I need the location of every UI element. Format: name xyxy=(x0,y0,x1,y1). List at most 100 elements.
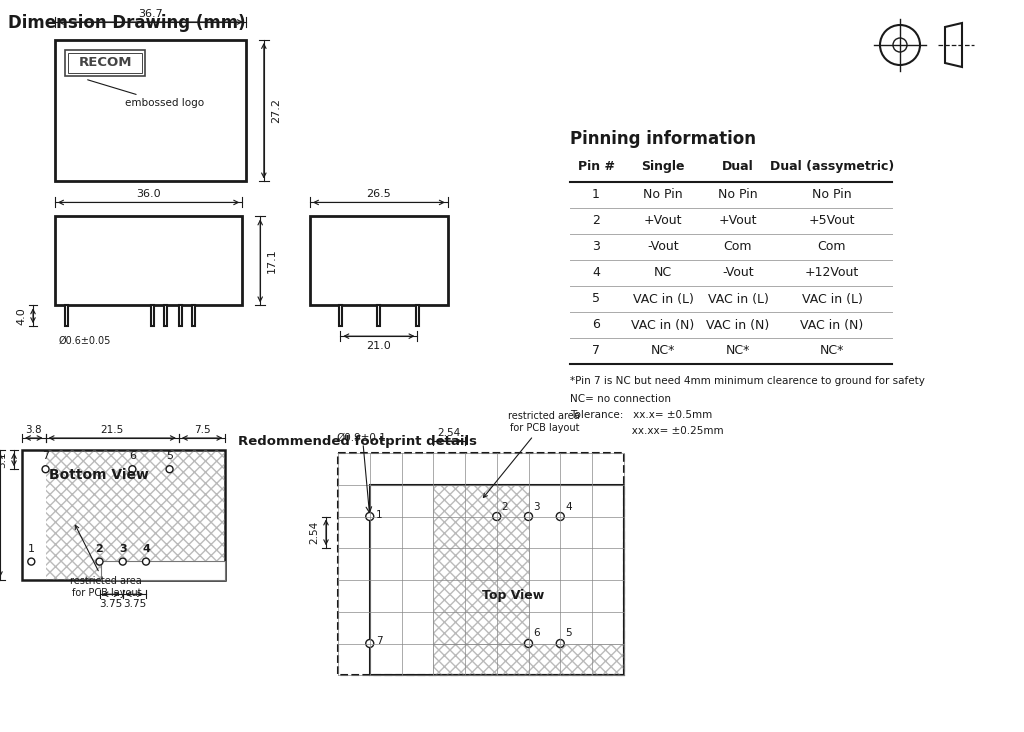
Bar xyxy=(433,485,528,643)
Bar xyxy=(339,305,342,326)
Text: 5: 5 xyxy=(565,629,571,638)
Text: 3.1: 3.1 xyxy=(0,452,7,468)
Text: embossed logo: embossed logo xyxy=(88,80,204,108)
Polygon shape xyxy=(945,23,962,67)
Bar xyxy=(433,643,624,675)
Text: NC*: NC* xyxy=(820,345,844,357)
Circle shape xyxy=(42,466,49,473)
Bar xyxy=(68,53,142,73)
Text: 1: 1 xyxy=(376,509,382,520)
Circle shape xyxy=(96,558,103,565)
Bar xyxy=(101,561,225,580)
Text: 3: 3 xyxy=(592,241,600,253)
Circle shape xyxy=(129,466,136,473)
Circle shape xyxy=(366,512,374,520)
Text: Com: Com xyxy=(724,241,753,253)
Text: 26.5: 26.5 xyxy=(367,190,391,199)
Text: NC*: NC* xyxy=(726,345,751,357)
Text: Pinning information: Pinning information xyxy=(570,130,756,148)
Text: 2.54: 2.54 xyxy=(309,520,319,544)
Text: restricted area
for PCB layout: restricted area for PCB layout xyxy=(71,525,142,597)
Text: 3.75: 3.75 xyxy=(123,600,146,609)
Circle shape xyxy=(893,38,907,52)
Text: 5: 5 xyxy=(592,293,600,305)
Text: 4: 4 xyxy=(142,544,150,553)
Bar xyxy=(55,40,246,182)
Circle shape xyxy=(524,512,532,520)
Text: xx.xx= ±0.25mm: xx.xx= ±0.25mm xyxy=(570,426,724,436)
Text: VAC in (L): VAC in (L) xyxy=(633,293,693,305)
Text: 3: 3 xyxy=(119,544,127,553)
Text: RECOM: RECOM xyxy=(78,56,132,70)
Bar xyxy=(370,485,624,675)
Bar xyxy=(179,305,182,326)
Text: NC*: NC* xyxy=(651,345,675,357)
Text: restricted area
for PCB layout: restricted area for PCB layout xyxy=(483,411,581,498)
Text: +12Vout: +12Vout xyxy=(805,266,859,280)
Text: NC= no connection: NC= no connection xyxy=(570,394,671,404)
Circle shape xyxy=(28,558,35,565)
Text: Tolerance:   xx.x= ±0.5mm: Tolerance: xx.x= ±0.5mm xyxy=(570,410,713,420)
Text: 6: 6 xyxy=(534,629,540,638)
Circle shape xyxy=(556,640,564,648)
Circle shape xyxy=(556,512,564,520)
Text: VAC in (N): VAC in (N) xyxy=(801,318,863,332)
Text: Dual (assymetric): Dual (assymetric) xyxy=(770,160,894,173)
Text: Top View: Top View xyxy=(481,589,544,602)
Text: 6: 6 xyxy=(592,318,600,332)
Text: +Vout: +Vout xyxy=(644,214,682,228)
Text: 6: 6 xyxy=(129,451,136,461)
Circle shape xyxy=(524,640,532,648)
Bar xyxy=(338,453,624,675)
Text: No Pin: No Pin xyxy=(718,189,758,201)
Bar xyxy=(193,305,195,326)
Bar xyxy=(151,305,154,326)
Circle shape xyxy=(493,512,501,520)
Circle shape xyxy=(880,25,920,65)
Circle shape xyxy=(142,558,150,565)
Bar xyxy=(65,50,145,76)
Text: 3.8: 3.8 xyxy=(26,425,42,435)
Text: Pin #: Pin # xyxy=(578,160,614,173)
Text: 3: 3 xyxy=(534,501,540,512)
Bar xyxy=(55,217,243,305)
Text: 27.2: 27.2 xyxy=(270,98,281,123)
Text: Dual: Dual xyxy=(722,160,754,173)
Text: NC: NC xyxy=(654,266,672,280)
Text: 2: 2 xyxy=(592,214,600,228)
Text: -Vout: -Vout xyxy=(722,266,754,280)
Text: 2.54: 2.54 xyxy=(437,428,461,438)
Circle shape xyxy=(166,466,173,473)
Bar xyxy=(164,305,167,326)
Text: 21.5: 21.5 xyxy=(100,425,124,435)
Text: VAC in (L): VAC in (L) xyxy=(802,293,862,305)
Text: +5Vout: +5Vout xyxy=(809,214,855,228)
Text: Single: Single xyxy=(641,160,685,173)
Bar xyxy=(378,305,380,326)
Bar xyxy=(310,217,447,305)
Text: 7: 7 xyxy=(42,451,49,461)
Text: 2: 2 xyxy=(95,544,103,553)
Text: 5: 5 xyxy=(166,451,173,461)
Text: Com: Com xyxy=(818,241,846,253)
Text: +Vout: +Vout xyxy=(719,214,758,228)
Text: 4.0: 4.0 xyxy=(16,307,26,324)
Bar xyxy=(416,305,419,326)
Text: No Pin: No Pin xyxy=(643,189,683,201)
Text: 4: 4 xyxy=(592,266,600,280)
Circle shape xyxy=(366,640,374,648)
Text: 36.7: 36.7 xyxy=(138,9,163,19)
Text: 3.75: 3.75 xyxy=(99,600,123,609)
Text: Ø0.9±0.1: Ø0.9±0.1 xyxy=(336,433,386,443)
Text: VAC in (N): VAC in (N) xyxy=(632,318,694,332)
Text: Redommended footprint details: Redommended footprint details xyxy=(239,435,477,448)
Text: 7.5: 7.5 xyxy=(194,425,210,435)
Text: 4: 4 xyxy=(565,501,571,512)
Text: 21.0: 21.0 xyxy=(367,341,391,351)
Circle shape xyxy=(119,558,126,565)
Text: 17.1: 17.1 xyxy=(267,249,278,273)
Text: Dimension Drawing (mm): Dimension Drawing (mm) xyxy=(8,14,246,32)
Text: Ø0.6±0.05: Ø0.6±0.05 xyxy=(59,336,112,346)
Text: VAC in (L): VAC in (L) xyxy=(708,293,768,305)
Text: Bottom View: Bottom View xyxy=(49,468,150,482)
